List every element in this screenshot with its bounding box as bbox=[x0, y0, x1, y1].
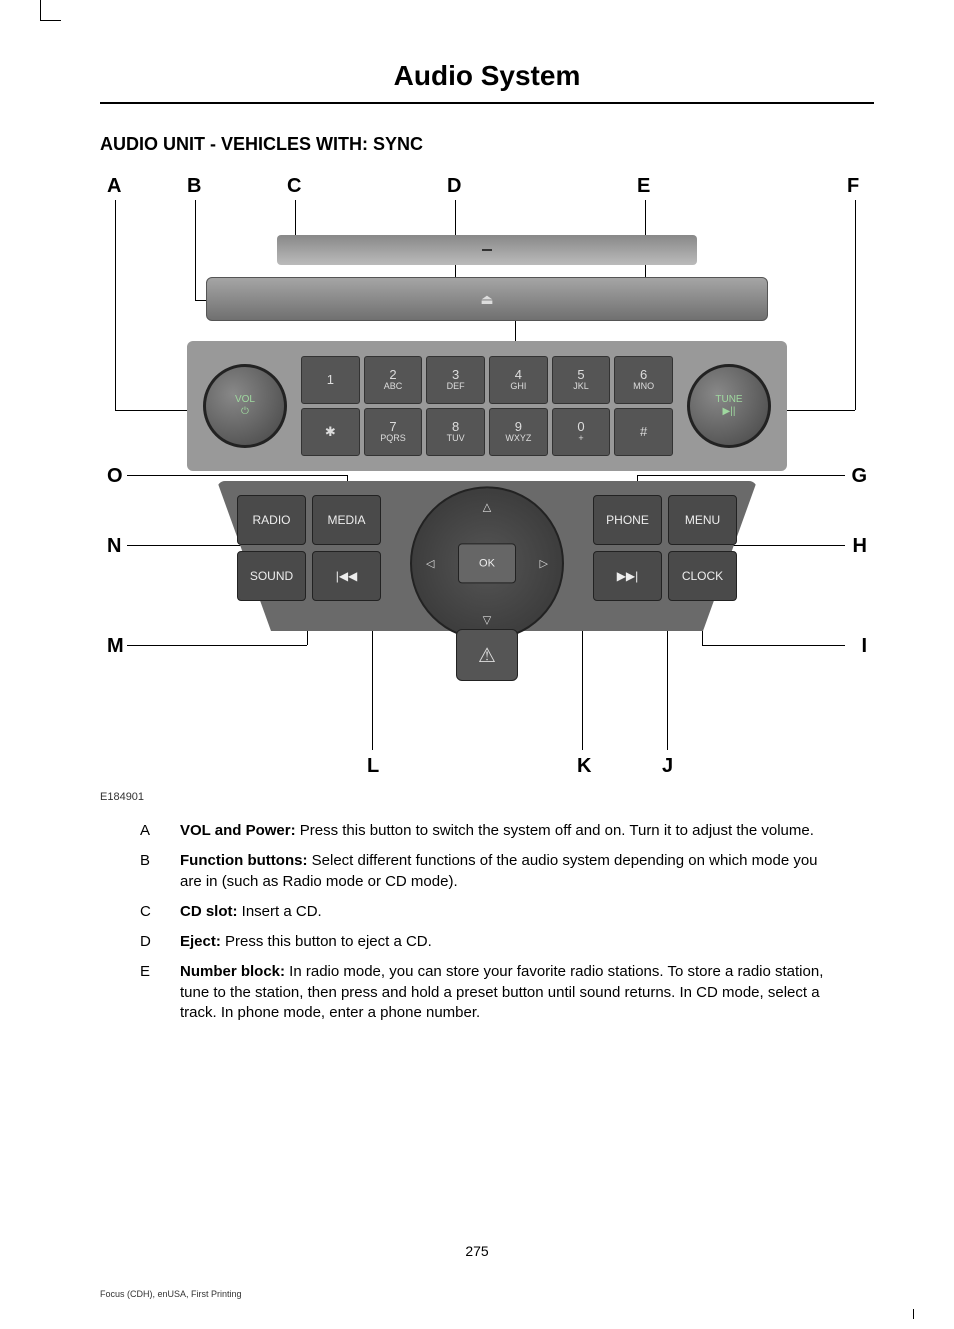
page-number: 275 bbox=[0, 1243, 954, 1259]
down-arrow-icon: ▽ bbox=[483, 613, 491, 626]
definition-text: Eject: Press this button to eject a CD. bbox=[180, 932, 834, 952]
callout-M: M bbox=[107, 635, 124, 658]
right-arrow-icon: ▷ bbox=[540, 557, 548, 570]
callout-I: I bbox=[861, 635, 867, 658]
keypad-key: 3DEF bbox=[426, 356, 485, 404]
callout-K: K bbox=[577, 755, 591, 778]
definition-row: AVOL and Power: Press this button to swi… bbox=[140, 821, 834, 841]
audio-unit-illustration: ⏏ VOL ⏻ 12ABC3DEF4GHI5JKL6MNO ✱7PQRS8TUV9… bbox=[187, 235, 787, 671]
keypad-key: ✱ bbox=[301, 408, 360, 456]
eject-icon: ⏏ bbox=[480, 291, 493, 308]
page-title: Audio System bbox=[100, 60, 874, 92]
clock-button: CLOCK bbox=[668, 551, 737, 601]
button-grid: RADIO MEDIA OK △ ▽ ◁ ▷ PHONE MENU SOUND bbox=[217, 495, 757, 601]
tune-knob: TUNE ▶|| bbox=[687, 364, 771, 448]
left-arrow-icon: ◁ bbox=[426, 557, 434, 570]
definition-row: BFunction buttons: Select different func… bbox=[140, 851, 834, 892]
leader-line bbox=[115, 200, 116, 410]
media-button: MEDIA bbox=[312, 495, 381, 545]
sound-button: SOUND bbox=[237, 551, 306, 601]
keypad-key: # bbox=[614, 408, 673, 456]
keypad: 12ABC3DEF4GHI5JKL6MNO ✱7PQRS8TUV9WXYZ0+# bbox=[301, 356, 673, 456]
leader-line bbox=[855, 200, 856, 410]
definition-row: ENumber block: In radio mode, you can st… bbox=[140, 962, 834, 1023]
vol-knob: VOL ⏻ bbox=[203, 364, 287, 448]
callout-O: O bbox=[107, 465, 123, 488]
up-arrow-icon: △ bbox=[483, 500, 491, 513]
callout-H: H bbox=[853, 535, 867, 558]
eject-bar: ⏏ bbox=[206, 277, 768, 321]
page-content: Audio System AUDIO UNIT - VEHICLES WITH:… bbox=[0, 0, 954, 1329]
footer-text: Focus (CDH), enUSA, First Printing bbox=[100, 1289, 242, 1299]
audio-unit-diagram: A B C D E F G H I J K L M N O bbox=[107, 175, 867, 795]
ok-button: OK bbox=[458, 543, 516, 583]
definition-text: CD slot: Insert a CD. bbox=[180, 902, 834, 922]
callout-N: N bbox=[107, 535, 121, 558]
hazard-icon: ⚠ bbox=[456, 629, 518, 681]
keypad-key: 5JKL bbox=[552, 356, 611, 404]
keypad-key: 0+ bbox=[552, 408, 611, 456]
definition-letter: B bbox=[140, 851, 180, 892]
keypad-key: 9WXYZ bbox=[489, 408, 548, 456]
mid-panel: VOL ⏻ 12ABC3DEF4GHI5JKL6MNO ✱7PQRS8TUV9WX… bbox=[187, 341, 787, 471]
callout-F: F bbox=[847, 175, 859, 198]
callout-D: D bbox=[447, 175, 461, 198]
title-underline bbox=[100, 102, 874, 104]
callout-C: C bbox=[287, 175, 301, 198]
prev-button: |◀◀ bbox=[312, 551, 381, 601]
callout-J: J bbox=[662, 755, 673, 778]
definition-row: CCD slot: Insert a CD. bbox=[140, 902, 834, 922]
dpad-cell: OK △ ▽ ◁ ▷ bbox=[387, 495, 587, 601]
section-heading: AUDIO UNIT - VEHICLES WITH: SYNC bbox=[100, 134, 874, 155]
keypad-key: 6MNO bbox=[614, 356, 673, 404]
definition-text: Function buttons: Select different funct… bbox=[180, 851, 834, 892]
callout-B: B bbox=[187, 175, 201, 198]
keypad-key: 4GHI bbox=[489, 356, 548, 404]
definition-letter: D bbox=[140, 932, 180, 952]
keypad-key: 2ABC bbox=[364, 356, 423, 404]
definition-letter: A bbox=[140, 821, 180, 841]
callout-G: G bbox=[851, 465, 867, 488]
lower-panel: RADIO MEDIA OK △ ▽ ◁ ▷ PHONE MENU SOUND bbox=[217, 481, 757, 671]
definitions-list: AVOL and Power: Press this button to swi… bbox=[140, 821, 834, 1023]
definition-letter: C bbox=[140, 902, 180, 922]
keypad-key: 7PQRS bbox=[364, 408, 423, 456]
definition-text: VOL and Power: Press this button to swit… bbox=[180, 821, 834, 841]
radio-button: RADIO bbox=[237, 495, 306, 545]
callout-L: L bbox=[367, 755, 379, 778]
callout-A: A bbox=[107, 175, 121, 198]
keypad-key: 8TUV bbox=[426, 408, 485, 456]
cd-slot bbox=[277, 235, 697, 265]
definition-text: Number block: In radio mode, you can sto… bbox=[180, 962, 834, 1023]
keypad-key: 1 bbox=[301, 356, 360, 404]
definition-letter: E bbox=[140, 962, 180, 1023]
next-button: ▶▶| bbox=[593, 551, 662, 601]
definition-row: DEject: Press this button to eject a CD. bbox=[140, 932, 834, 952]
menu-button: MENU bbox=[668, 495, 737, 545]
phone-button: PHONE bbox=[593, 495, 662, 545]
dpad: OK △ ▽ ◁ ▷ bbox=[410, 486, 564, 640]
callout-E: E bbox=[637, 175, 650, 198]
